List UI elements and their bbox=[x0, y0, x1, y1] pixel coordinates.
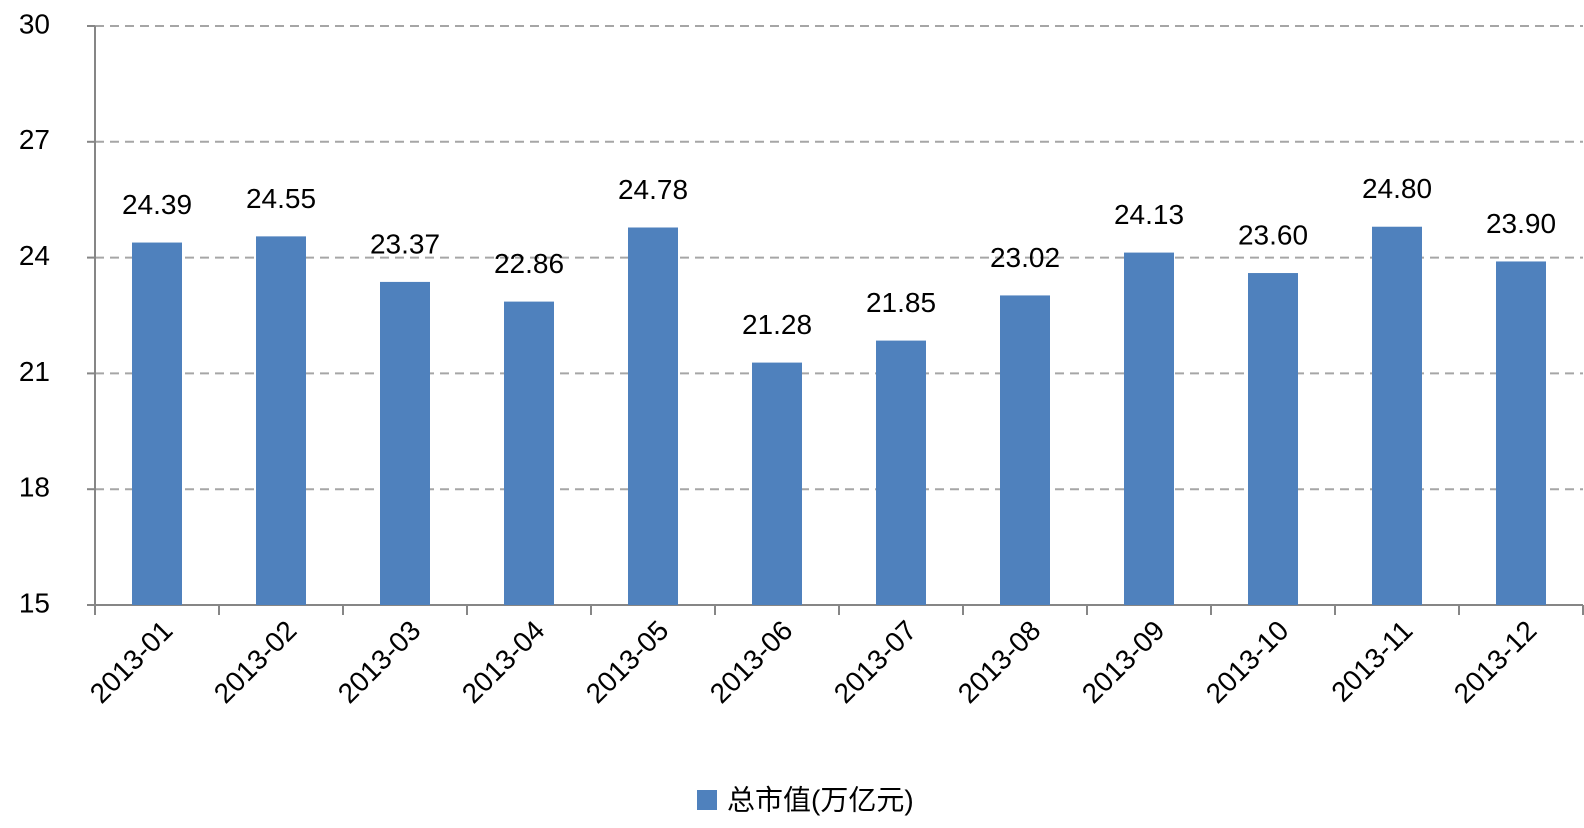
x-tick-label: 2013-09 bbox=[1076, 615, 1171, 710]
bar bbox=[1496, 261, 1546, 605]
value-label: 24.78 bbox=[618, 174, 688, 205]
bar bbox=[752, 362, 802, 605]
legend-swatch bbox=[697, 790, 717, 810]
legend-label: 总市值(万亿元) bbox=[727, 784, 914, 815]
x-tick-label: 2013-01 bbox=[84, 615, 179, 710]
bar bbox=[504, 301, 554, 605]
y-tick-label: 15 bbox=[19, 587, 50, 618]
bar bbox=[1248, 273, 1298, 605]
y-tick-label: 30 bbox=[19, 8, 50, 39]
value-label: 21.85 bbox=[866, 287, 936, 318]
x-tick-label: 2013-11 bbox=[1325, 615, 1418, 708]
x-tick-label: 2013-04 bbox=[456, 615, 551, 710]
x-tick-label: 2013-06 bbox=[704, 615, 799, 710]
bar bbox=[1124, 252, 1174, 605]
bar bbox=[876, 340, 926, 605]
bar bbox=[1372, 226, 1422, 605]
x-tick-label: 2013-03 bbox=[332, 615, 427, 710]
x-tick-label: 2013-12 bbox=[1448, 615, 1543, 710]
value-label: 24.80 bbox=[1362, 173, 1432, 204]
value-label: 23.60 bbox=[1238, 219, 1308, 250]
value-label: 23.02 bbox=[990, 242, 1060, 273]
x-tick-label: 2013-07 bbox=[828, 615, 923, 710]
x-tick-label: 2013-02 bbox=[208, 615, 303, 710]
value-label: 21.28 bbox=[742, 309, 812, 340]
value-label: 24.55 bbox=[246, 183, 316, 214]
x-tick-label: 2013-10 bbox=[1200, 615, 1295, 710]
bar bbox=[132, 242, 182, 605]
bar bbox=[380, 281, 430, 605]
y-tick-label: 21 bbox=[19, 356, 50, 387]
bar bbox=[1000, 295, 1050, 605]
value-label: 24.39 bbox=[122, 189, 192, 220]
value-label: 24.13 bbox=[1114, 199, 1184, 230]
x-tick-label: 2013-08 bbox=[952, 615, 1047, 710]
y-tick-label: 24 bbox=[19, 240, 50, 271]
y-tick-label: 27 bbox=[19, 124, 50, 155]
value-label: 23.37 bbox=[370, 228, 440, 259]
value-label: 22.86 bbox=[494, 248, 564, 279]
value-label: 23.90 bbox=[1486, 208, 1556, 239]
bar bbox=[628, 227, 678, 605]
y-tick-label: 18 bbox=[19, 472, 50, 503]
bar bbox=[256, 236, 306, 605]
x-tick-label: 2013-05 bbox=[580, 615, 675, 710]
